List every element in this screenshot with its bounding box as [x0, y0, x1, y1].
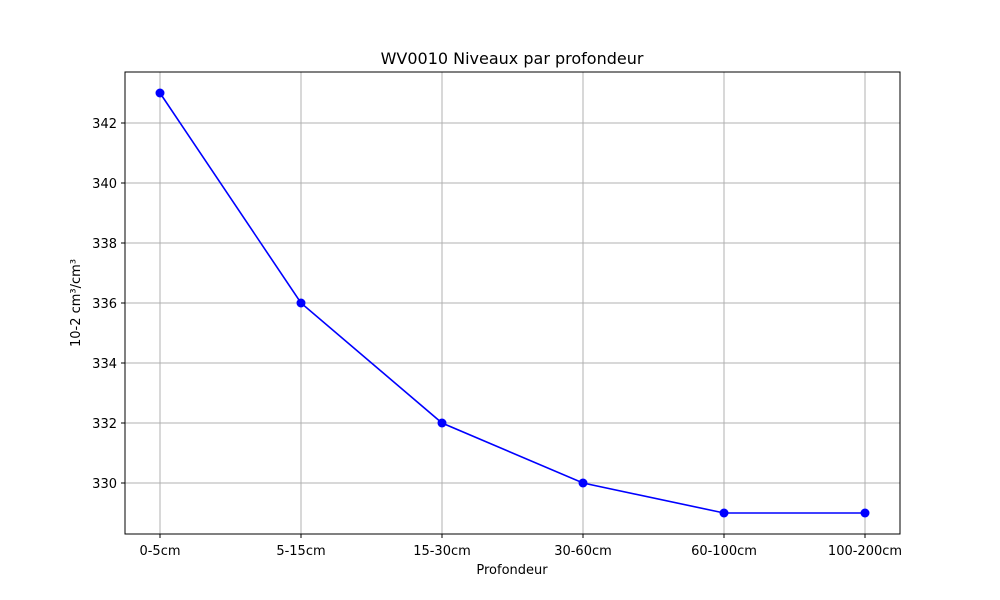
y-tick-label: 334	[92, 357, 117, 372]
series-line	[159, 92, 865, 514]
y-tick-label: 338	[92, 237, 117, 252]
data-point	[437, 418, 447, 428]
y-tick-label: 330	[92, 477, 117, 492]
x-tick-label: 30-60cm	[554, 544, 612, 559]
series-layer	[155, 88, 870, 518]
x-tick-label: 5-15cm	[276, 544, 325, 559]
y-axis: 330 332 334 336 338 340 342	[92, 117, 125, 492]
x-tick-label: 15-30cm	[413, 544, 471, 559]
y-tick-label: 332	[92, 417, 117, 432]
grid	[125, 72, 900, 534]
y-axis-label: 10-2 cm³/cm³	[69, 259, 84, 347]
data-point	[719, 508, 729, 518]
y-tick-label: 336	[92, 297, 117, 312]
x-tick-label: 0-5cm	[139, 544, 180, 559]
y-tick-label: 340	[92, 177, 117, 192]
x-tick-label: 60-100cm	[691, 544, 757, 559]
data-point	[155, 88, 165, 98]
y-tick-label: 342	[92, 117, 117, 132]
x-tick-label: 100-200cm	[828, 544, 902, 559]
data-point	[860, 508, 870, 518]
x-axis-label: Profondeur	[476, 563, 548, 578]
x-axis: 0-5cm 5-15cm 15-30cm 30-60cm 60-100cm 100-200…	[139, 534, 902, 559]
data-point	[578, 478, 588, 488]
data-point	[296, 298, 306, 308]
chart-title: WV0010 Niveaux par profondeur	[381, 49, 644, 68]
